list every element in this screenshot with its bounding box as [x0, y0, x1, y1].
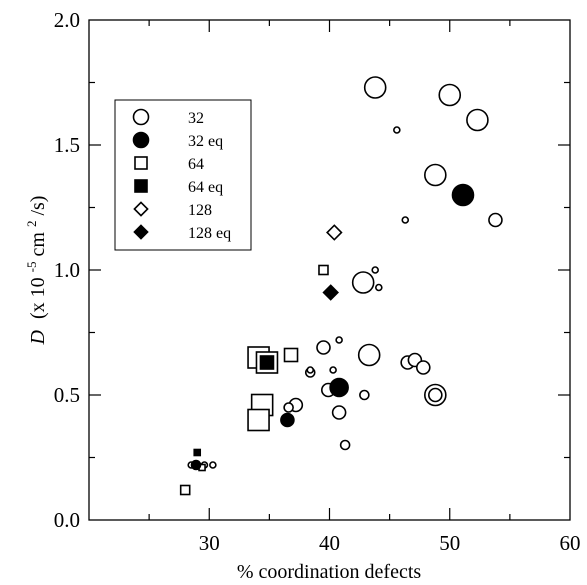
data-point-circle-open [359, 389, 370, 401]
data-point-circle-open [466, 108, 489, 132]
data-point-circle-open [401, 216, 410, 224]
data-point-circle-open [306, 366, 315, 374]
x-tick-label: 40 [319, 531, 340, 555]
y-tick-label: 1.0 [54, 258, 80, 282]
legend-label-64-eq: 64 eq [188, 179, 223, 196]
data-points [179, 76, 503, 496]
data-point-circle-filled [329, 377, 349, 398]
data-point-circle-open [371, 266, 379, 274]
y-tick-label: 0.0 [54, 508, 80, 532]
y-axis-unit-exp-a: -5 [24, 261, 39, 272]
axis-ticks [89, 20, 570, 520]
data-point-circle-filled [451, 183, 475, 207]
x-tick-label: 60 [560, 531, 581, 555]
data-point-square-open [318, 264, 329, 276]
data-point-circle-open [393, 126, 401, 134]
y-tick-label: 1.5 [54, 133, 80, 157]
data-point-square-filled [193, 448, 202, 457]
legend-label-128-eq: 128 eq [188, 225, 231, 242]
x-tick-label: 50 [439, 531, 460, 555]
legend-marker-circle-open [132, 108, 150, 126]
y-axis-title: D (x 10 -5 cm 2 /s) [19, 196, 49, 346]
legend-marker-diamond-filled [133, 224, 149, 240]
legend-label-64: 64 [188, 156, 204, 173]
data-point-circle-open [363, 76, 387, 99]
tick-labels: 30 40 50 60 0.0 0.5 1.0 1.5 2.0 [54, 8, 581, 555]
y-axis-unit-exp-b: 2 [24, 221, 39, 228]
x-tick-label: 30 [199, 531, 220, 555]
data-point-circle-filled [280, 412, 295, 428]
legend-box [114, 99, 252, 251]
x-axis-title: % coordination defects [237, 561, 422, 583]
data-point-square-open [247, 408, 270, 432]
y-axis-symbol: D [27, 329, 49, 345]
data-point-diamond-open [326, 224, 343, 241]
data-point-circle-open [375, 283, 383, 292]
legend-marker-square-filled [134, 179, 148, 193]
data-point-circle-open [335, 336, 343, 344]
data-point-circle-open [339, 439, 351, 451]
legend-label-128: 128 [188, 202, 212, 219]
y-tick-label: 2.0 [54, 8, 80, 32]
data-point-circle-open [316, 340, 331, 355]
data-point-circle-open [424, 163, 447, 187]
data-point-circle-open [283, 402, 294, 413]
data-point-square-open [283, 347, 299, 363]
data-point-circle-open [415, 360, 431, 375]
data-point-circle-open [488, 212, 503, 228]
legend-label-32: 32 [188, 110, 204, 127]
y-axis-unit-b: cm [27, 232, 49, 257]
legend-marker-diamond-open [133, 201, 149, 217]
data-point-circle-open [438, 83, 462, 107]
data-point-inner-ring [428, 387, 443, 403]
y-axis-unit-c: /s) [27, 196, 49, 216]
plot-frame [88, 19, 571, 521]
data-point-circle-open [329, 366, 337, 374]
data-point-circle-open [351, 271, 375, 294]
legend-markers [132, 108, 150, 240]
data-point-square-filled [259, 355, 275, 370]
y-tick-label: 0.5 [54, 383, 80, 407]
legend: 32 32 eq 64 64 eq 128 128 eq [114, 99, 252, 251]
legend-marker-square-open [134, 156, 148, 170]
data-point-circle-open [209, 461, 217, 469]
data-point-circle-open [331, 405, 347, 420]
data-point-circle-open [357, 343, 381, 367]
legend-marker-circle-filled [132, 131, 150, 149]
legend-label-32-eq: 32 eq [188, 133, 223, 150]
data-point-diamond-filled [322, 284, 339, 301]
y-axis-unit-a: (x 10 [27, 277, 49, 319]
data-point-circle-filled [190, 459, 202, 471]
data-point-square-open [179, 484, 191, 496]
